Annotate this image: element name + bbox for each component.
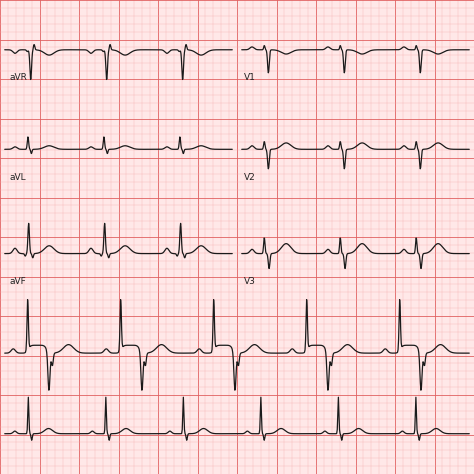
Text: V2: V2 <box>244 173 256 182</box>
Text: aVF: aVF <box>9 277 26 286</box>
Text: V3: V3 <box>244 277 256 286</box>
Text: aVL: aVL <box>9 173 26 182</box>
Text: aVR: aVR <box>9 73 27 82</box>
Text: V1: V1 <box>244 73 256 82</box>
